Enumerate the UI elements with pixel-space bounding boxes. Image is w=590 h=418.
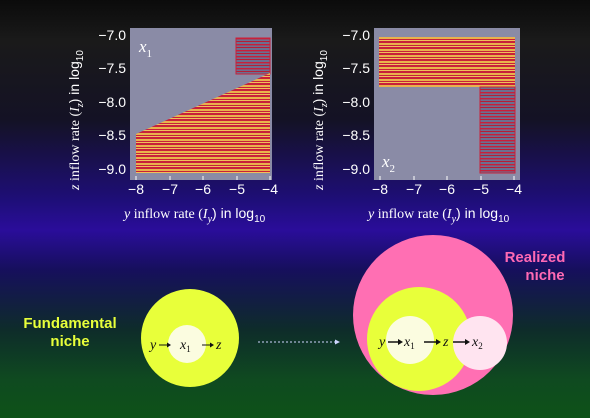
fundamental-x1-circle [168,325,206,363]
plot-x2-xtick-3: −5 [473,181,489,197]
realized-chain-z: z [442,335,449,350]
plot-x2-xlabel: y inflow rate (Iy) in log10 [366,205,510,225]
fundamental-chain-y: y [148,338,157,353]
realized-niche-label-line1: Realized [505,249,566,266]
transition-arrow [258,339,340,345]
realized-niche: Realized niche y x1 z x2 [353,235,565,395]
plot-x2: −8 −7 −6 −5 −4 −7.0 −7.5 −8.0 −8.5 −9.0 … [310,27,522,225]
plot-x1-ylabel: z inflow rate (Iz) in log10 [66,50,86,191]
fundamental-chain-x1: x1 [179,338,191,354]
plot-x1-xlabel: y inflow rate (Iy) in log10 [122,205,266,225]
plot-x2-ytick-3: −8.5 [342,127,370,143]
plot-x1-panel-label: x1 [138,37,152,60]
plot-x1-ytick-1: −7.5 [98,60,126,76]
realized-chain-x2: x2 [471,335,483,351]
realized-arrow-2-head [436,339,441,345]
plot-x1-ytick-4: −9.0 [98,161,126,177]
realized-x1-circle [386,316,434,364]
plot-x2-xtick-0: −8 [372,181,388,197]
realized-chain-y: y [377,335,386,350]
realized-x2-circle [453,316,507,370]
fundamental-arrow-2-head [210,342,214,348]
plot-x1-xtick-4: −4 [262,181,278,197]
fundamental-niche: Fundamental niche y x1 z [23,289,239,387]
plot-x2-red-region [479,86,516,174]
plot-x2-xtick-4: −4 [506,181,522,197]
plot-x1-xtick-1: −7 [162,181,178,197]
plot-x2-panel-label: x2 [381,152,395,175]
plot-x2-ytick-1: −7.5 [342,60,370,76]
plot-x1-xtick-0: −8 [128,181,144,197]
realized-chain-x1: x1 [403,335,415,351]
plot-x2-xtick-2: −6 [439,181,455,197]
plot-x2-ylabel: z inflow rate (Iz) in log10 [310,50,330,191]
plot-x1-xtick-3: −5 [229,181,245,197]
plot-x1-x-ticks [135,176,271,180]
realized-arrow-1-head [398,339,403,345]
plot-x1-xtick-2: −6 [195,181,211,197]
plot-x2-ytick-2: −8.0 [342,94,370,110]
realized-arrow-3-head [465,339,470,345]
fundamental-niche-label-line1: Fundamental [23,315,116,332]
plot-x2-striped-region [379,37,515,87]
plot-x2-ytick-4: −9.0 [342,161,370,177]
fundamental-arrow-1-head [167,342,171,348]
plot-x2-ytick-0: −7.0 [342,27,370,43]
plot-x2-x-ticks [379,176,515,180]
fundamental-niche-label-line2: niche [50,333,89,350]
plot-x1-ytick-2: −8.0 [98,94,126,110]
plot-x1-ytick-0: −7.0 [98,27,126,43]
plot-x1-red-region [235,37,271,75]
plot-x2-xtick-1: −7 [406,181,422,197]
fundamental-chain-z: z [215,338,222,353]
plot-x1-striped-region [136,73,270,173]
realized-niche-label-line2: niche [525,267,564,284]
plot-x1: −8 −7 −6 −5 −4 −7.0 −7.5 −8.0 −8.5 −9.0 … [66,27,278,225]
plot-x1-ytick-3: −8.5 [98,127,126,143]
